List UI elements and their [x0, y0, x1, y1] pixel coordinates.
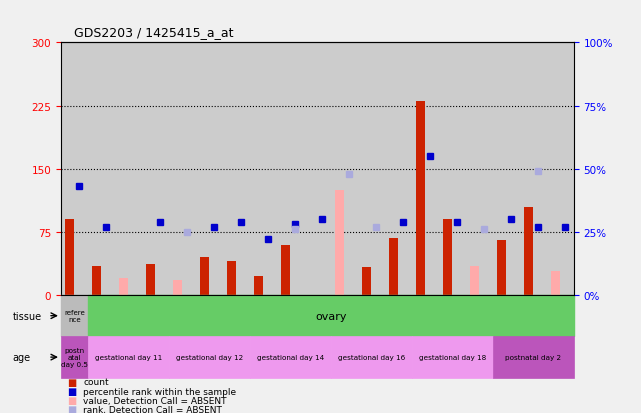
Bar [196, 43, 223, 295]
Bar [416, 102, 425, 295]
Text: ■: ■ [67, 386, 76, 396]
Bar [438, 43, 466, 295]
Bar [250, 43, 277, 295]
Bar [412, 337, 493, 378]
Bar [304, 43, 331, 295]
Bar [385, 43, 412, 295]
Bar [173, 280, 182, 295]
Bar [115, 43, 142, 295]
Bar [493, 43, 520, 295]
Bar [200, 258, 210, 295]
Bar [169, 43, 196, 295]
Text: gestational day 16: gestational day 16 [338, 354, 405, 360]
Text: postn
atal
day 0.5: postn atal day 0.5 [61, 347, 88, 367]
Bar [61, 295, 88, 337]
Bar [88, 337, 169, 378]
Bar [65, 220, 74, 295]
Text: ovary: ovary [315, 311, 347, 321]
Bar [524, 207, 533, 295]
Text: ■: ■ [67, 404, 76, 413]
Text: gestational day 14: gestational day 14 [256, 354, 324, 360]
Bar [466, 43, 493, 295]
Bar [227, 262, 237, 295]
Text: postnatal day 2: postnatal day 2 [505, 354, 562, 360]
Bar [281, 245, 290, 295]
Bar [470, 266, 479, 295]
Text: rank, Detection Call = ABSENT: rank, Detection Call = ABSENT [83, 405, 222, 413]
Text: age: age [13, 352, 31, 362]
Text: gestational day 11: gestational day 11 [95, 354, 162, 360]
Text: refere
nce: refere nce [64, 309, 85, 323]
Text: percentile rank within the sample: percentile rank within the sample [83, 387, 237, 396]
Bar [61, 43, 88, 295]
Bar [520, 43, 547, 295]
Bar [389, 238, 398, 295]
Bar [331, 337, 412, 378]
Bar [142, 43, 169, 295]
Bar [119, 278, 128, 295]
Bar [493, 337, 574, 378]
Bar [335, 190, 344, 295]
Bar [358, 43, 385, 295]
Bar [412, 43, 438, 295]
Bar [146, 264, 155, 295]
Bar [92, 266, 101, 295]
Bar [331, 43, 358, 295]
Bar [547, 43, 574, 295]
Bar [223, 43, 250, 295]
Text: value, Detection Call = ABSENT: value, Detection Call = ABSENT [83, 396, 227, 405]
Bar [277, 43, 304, 295]
Bar [88, 43, 115, 295]
Text: tissue: tissue [13, 311, 42, 321]
Bar [443, 220, 453, 295]
Text: ■: ■ [67, 377, 76, 387]
Bar [497, 241, 506, 295]
Bar [362, 268, 371, 295]
Text: gestational day 12: gestational day 12 [176, 354, 243, 360]
Bar [551, 272, 560, 295]
Bar [250, 337, 331, 378]
Text: ■: ■ [67, 395, 76, 405]
Bar [169, 337, 250, 378]
Text: count: count [83, 377, 109, 387]
Text: gestational day 18: gestational day 18 [419, 354, 486, 360]
Text: GDS2203 / 1425415_a_at: GDS2203 / 1425415_a_at [74, 26, 233, 39]
Bar [254, 277, 263, 295]
Bar [61, 337, 88, 378]
